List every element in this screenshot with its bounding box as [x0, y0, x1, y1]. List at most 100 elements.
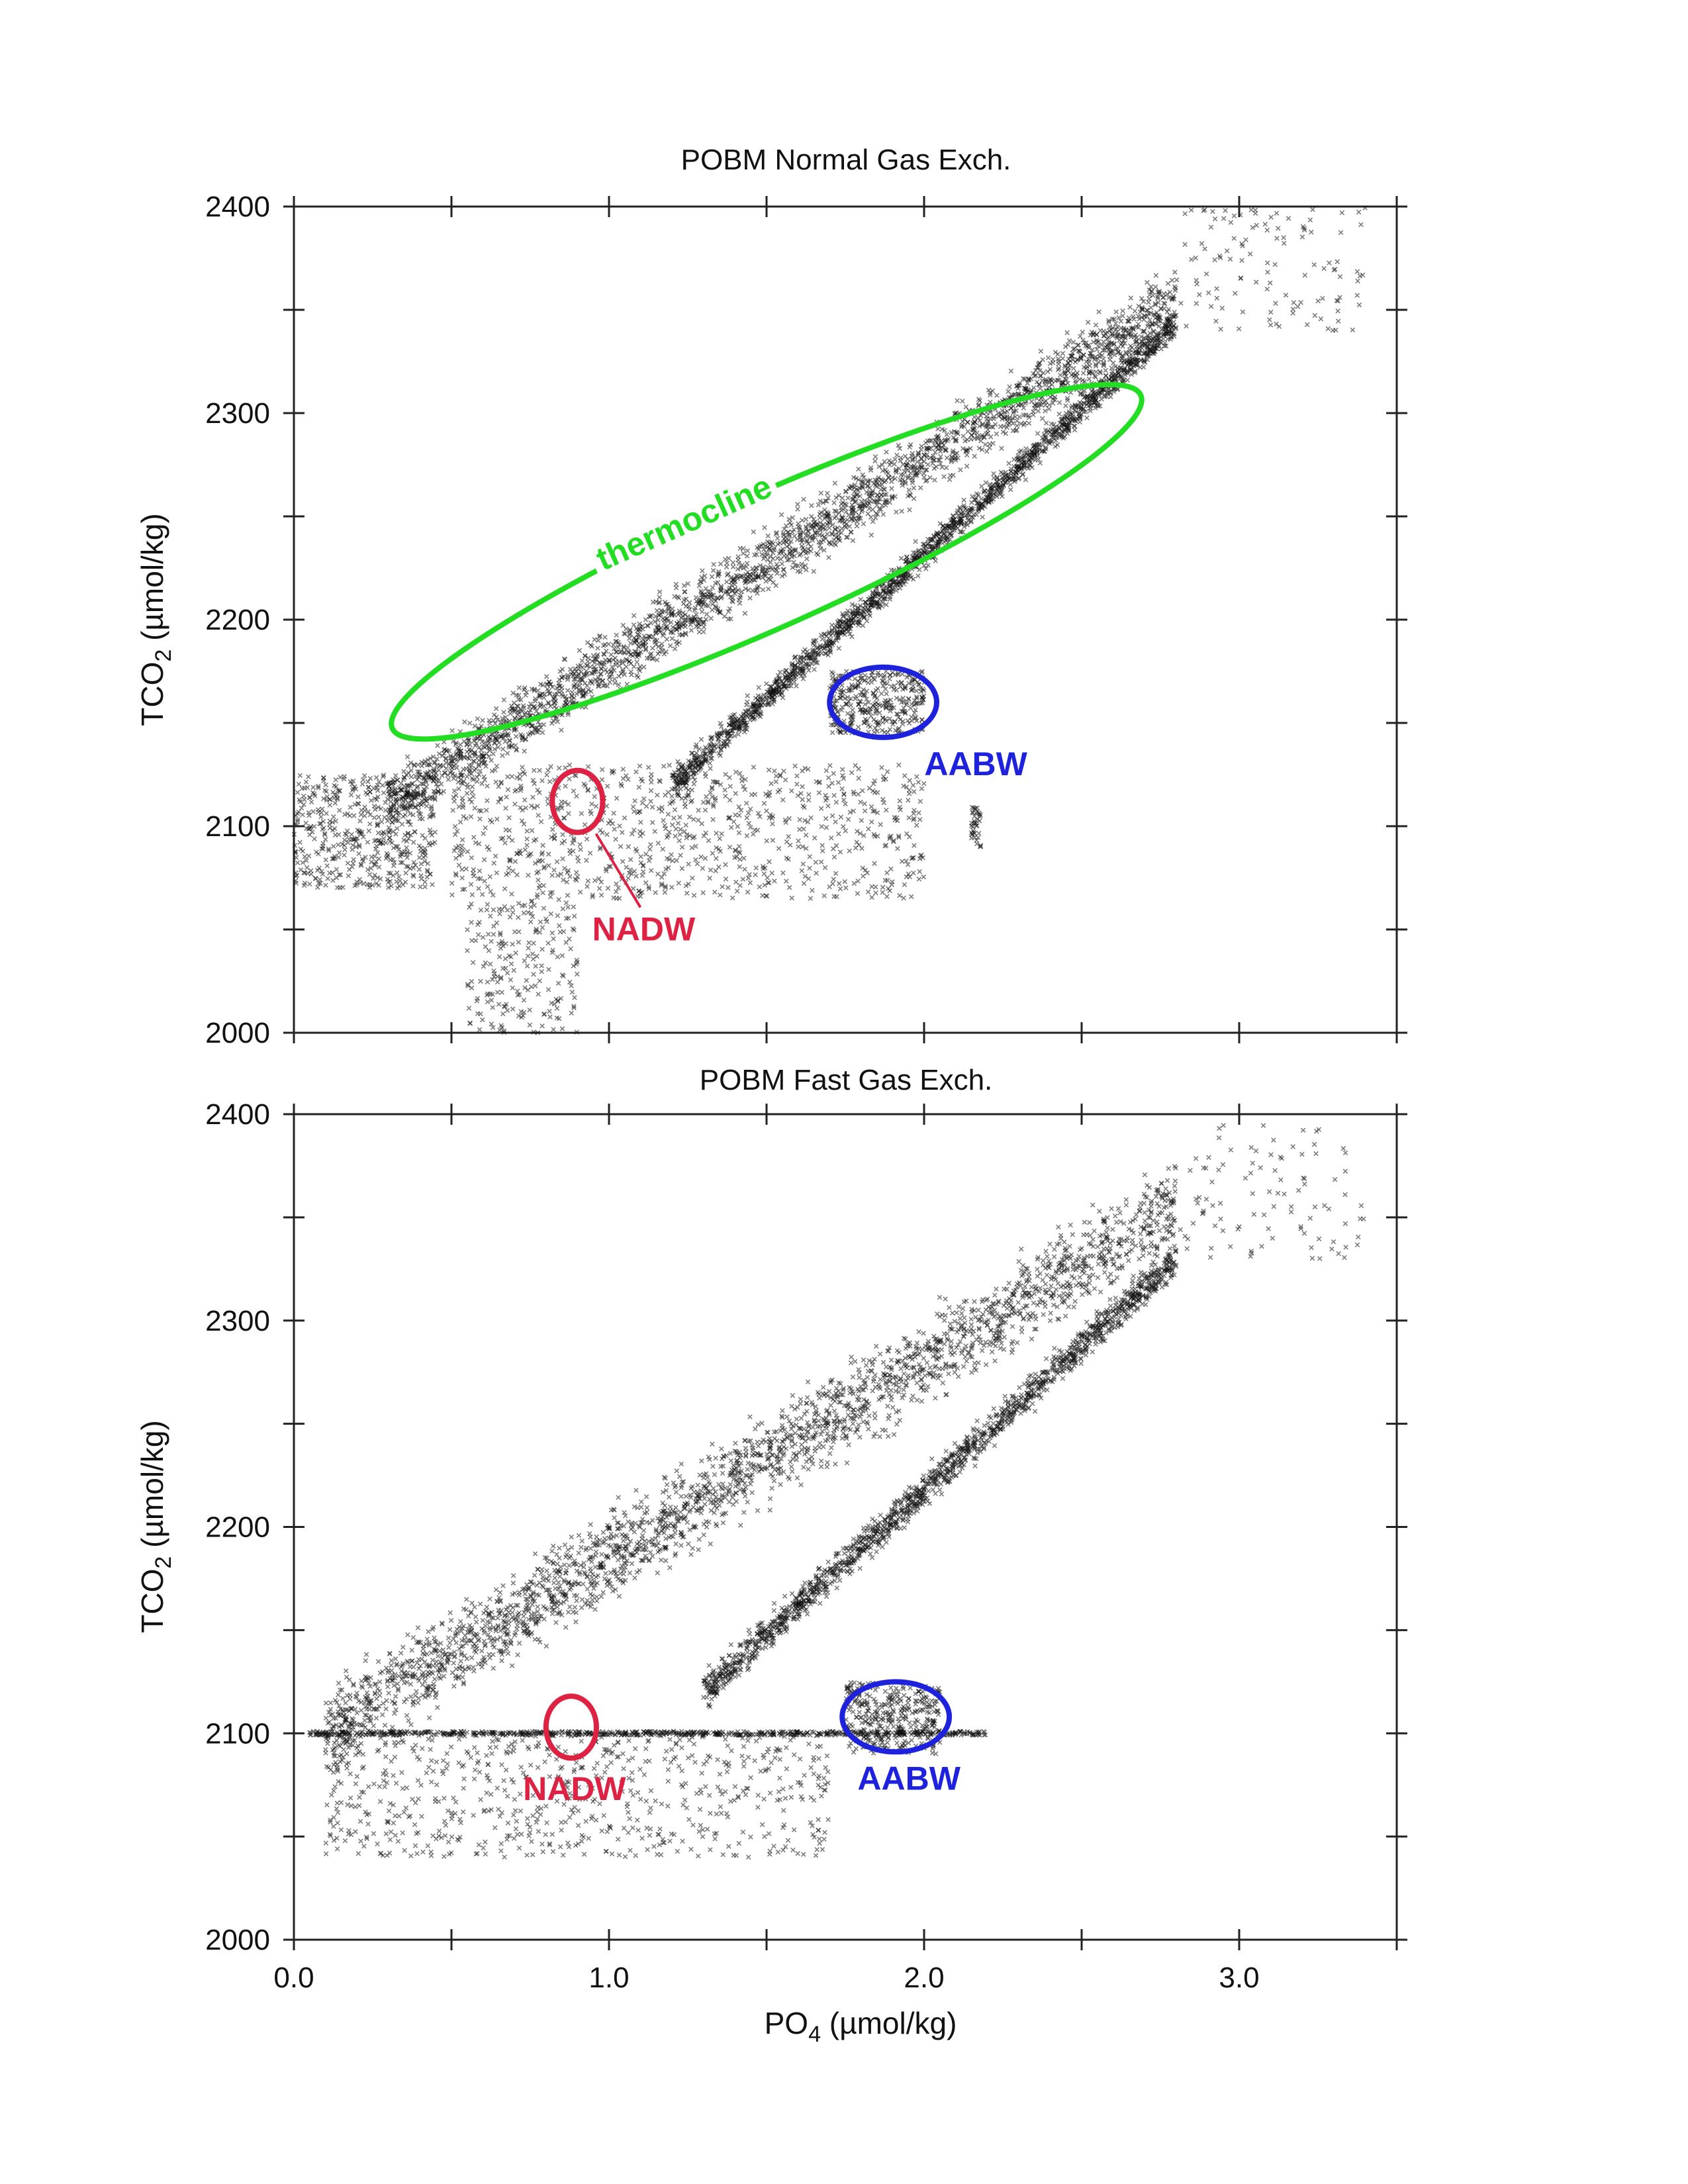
data-point: [399, 781, 404, 786]
data-point: [367, 812, 373, 818]
data-point: [1039, 378, 1045, 383]
data-point: [1147, 296, 1152, 301]
data-point: [318, 814, 324, 820]
data-point: [297, 799, 303, 804]
data-point: [322, 837, 328, 842]
data-point: [960, 418, 965, 424]
data-point: [1050, 357, 1056, 362]
data-point: [988, 392, 993, 398]
data-point: [955, 398, 960, 404]
data-point: [1071, 365, 1076, 371]
data-point: [487, 736, 493, 741]
data-point: [730, 564, 736, 570]
data-point: [631, 613, 637, 618]
data-point: [592, 637, 597, 642]
data-point: [480, 718, 485, 723]
data-point: [944, 432, 949, 438]
data-point: [817, 515, 823, 520]
data-point: [811, 569, 817, 574]
data-point: [495, 717, 500, 723]
data-point: [792, 534, 798, 539]
data-point: [870, 518, 876, 524]
data-point: [295, 790, 301, 795]
data-point: [404, 855, 410, 861]
data-point: [430, 882, 435, 887]
data-point: [842, 519, 847, 525]
data-point: [933, 464, 939, 469]
data-point: [362, 808, 367, 814]
data-point: [426, 840, 432, 846]
data-point: [1098, 328, 1103, 334]
data-point: [373, 837, 379, 843]
data-point: [435, 784, 440, 789]
data-point: [319, 869, 324, 874]
data-point: [1050, 401, 1056, 406]
data-point: [884, 691, 889, 696]
data-point: [424, 875, 430, 880]
data-point: [670, 624, 676, 630]
data-point: [372, 861, 377, 867]
data-point: [1006, 461, 1011, 466]
data-point: [878, 492, 884, 497]
data-point: [320, 796, 326, 802]
data-point: [616, 659, 622, 665]
data-point: [986, 387, 992, 393]
data-point: [960, 399, 965, 404]
data-point: [391, 860, 397, 865]
data-point: [634, 659, 639, 665]
data-point: [977, 398, 983, 403]
data-point: [1017, 414, 1022, 420]
data-point: [681, 583, 687, 589]
data-point: [918, 461, 923, 467]
data-point: [344, 832, 350, 837]
data-point: [295, 817, 301, 822]
data-point: [886, 458, 892, 463]
data-point: [334, 867, 340, 873]
data-point: [366, 828, 372, 833]
data-point: [312, 876, 318, 881]
data-point: [873, 688, 879, 693]
data-point: [376, 779, 382, 784]
data-point: [1118, 342, 1124, 348]
data-point: [388, 857, 393, 863]
data-point: [316, 865, 322, 871]
data-point: [336, 808, 342, 813]
data-point: [351, 857, 356, 863]
data-point: [543, 674, 549, 679]
data-point: [898, 472, 904, 478]
data-point: [395, 870, 400, 876]
data-point: [360, 777, 366, 783]
data-point: [307, 881, 312, 887]
data-point: [321, 825, 326, 831]
data-point: [422, 835, 428, 841]
data-point: [1127, 347, 1133, 353]
data-point: [1000, 429, 1006, 435]
data-point: [991, 471, 996, 477]
data-point: [493, 706, 499, 712]
data-point: [1011, 457, 1017, 462]
data-point: [1026, 420, 1032, 426]
data-point: [411, 859, 417, 865]
data-point: [330, 856, 335, 862]
data-point: [696, 583, 702, 589]
data-point: [1009, 405, 1014, 411]
data-point: [751, 529, 757, 535]
data-point: [363, 855, 368, 860]
data-point: [660, 648, 665, 653]
data-point: [404, 838, 410, 844]
data-point: [913, 539, 918, 544]
data-point: [422, 879, 428, 884]
data-point: [320, 819, 326, 824]
data-point: [614, 632, 620, 638]
data-point: [381, 774, 386, 779]
data-point: [667, 643, 673, 649]
data-point: [578, 669, 584, 675]
data-point: [400, 860, 405, 865]
data-point: [979, 447, 985, 453]
data-point: [416, 867, 422, 872]
data-point: [430, 813, 436, 819]
data-point: [410, 883, 416, 889]
data-point: [884, 469, 890, 475]
data-point: [1043, 420, 1049, 426]
data-point: [336, 850, 342, 855]
